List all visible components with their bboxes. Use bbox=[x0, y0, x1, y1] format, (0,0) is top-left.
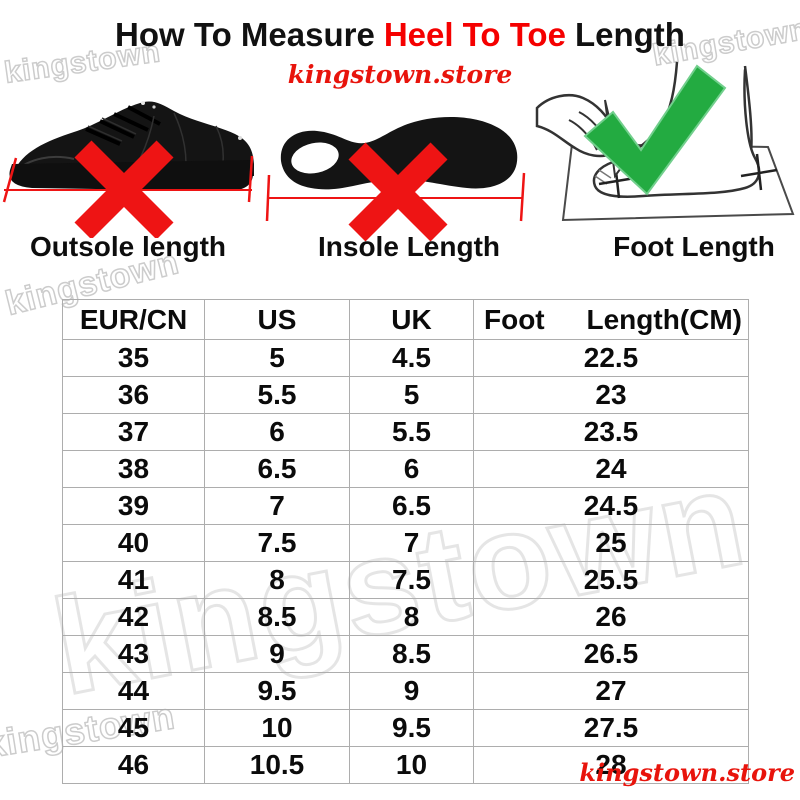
cross-icon bbox=[348, 142, 448, 242]
table-cell: 41 bbox=[62, 561, 205, 599]
table-cell: 8 bbox=[204, 561, 350, 599]
outsole-figure bbox=[2, 86, 260, 238]
brand-store-bottom: kingstown.store bbox=[579, 758, 795, 787]
table-row: 42 8.5 8 26 bbox=[62, 598, 749, 636]
table-cell: 38 bbox=[62, 450, 205, 488]
table-cell: 45 bbox=[62, 709, 205, 747]
table-cell: 5 bbox=[204, 339, 350, 377]
table-cell: 6 bbox=[349, 450, 474, 488]
table-cell: 27 bbox=[473, 672, 749, 710]
table-cell: 46 bbox=[62, 746, 205, 784]
insole-illustration bbox=[265, 116, 526, 242]
table-cell: 26 bbox=[473, 598, 749, 636]
table-cell: 9 bbox=[204, 635, 350, 673]
table-row: 35 5 4.5 22.5 bbox=[62, 339, 749, 377]
table-cell: 7 bbox=[204, 487, 350, 525]
table-cell: 22.5 bbox=[473, 339, 749, 377]
column-header-us: US bbox=[204, 299, 350, 340]
table-cell: 5 bbox=[349, 376, 474, 414]
cross-icon bbox=[74, 140, 174, 238]
table-cell: 25.5 bbox=[473, 561, 749, 599]
table-cell: 6 bbox=[204, 413, 350, 451]
insole-label: Insole Length bbox=[318, 231, 500, 262]
sneaker-illustration bbox=[2, 101, 254, 238]
table-row: 37 6 5.5 23.5 bbox=[62, 413, 749, 451]
table-row: 41 8 7.5 25.5 bbox=[62, 561, 749, 599]
table-cell: 10.5 bbox=[204, 746, 350, 784]
check-icon bbox=[583, 64, 727, 196]
table-cell: 23.5 bbox=[473, 413, 749, 451]
size-conversion-table: EUR/CN US UK Foot Length(CM) 35 5 4.5 22.5 3… bbox=[62, 299, 749, 784]
table-header-row: EUR/CN US UK Foot Length(CM) bbox=[62, 299, 749, 340]
table-cell: 42 bbox=[62, 598, 205, 636]
insole-figure bbox=[265, 95, 530, 245]
column-header-foot-length: Foot Length(CM) bbox=[473, 299, 749, 340]
table-row: 43 9 8.5 26.5 bbox=[62, 635, 749, 673]
table-cell: 10 bbox=[204, 709, 350, 747]
table-cell: 43 bbox=[62, 635, 205, 673]
table-cell: 36 bbox=[62, 376, 205, 414]
table-cell: 9 bbox=[349, 672, 474, 710]
table-cell: 24.5 bbox=[473, 487, 749, 525]
table-cell: 10 bbox=[349, 746, 474, 784]
column-header-uk: UK bbox=[349, 299, 474, 340]
table-cell: 8.5 bbox=[349, 635, 474, 673]
table-cell: 25 bbox=[473, 524, 749, 562]
table-cell: 9.5 bbox=[204, 672, 350, 710]
table-cell: 39 bbox=[62, 487, 205, 525]
table-cell: 28 bbox=[473, 746, 749, 784]
outsole-label: Outsole length bbox=[30, 231, 226, 262]
table-cell: 27.5 bbox=[473, 709, 749, 747]
foot-tracing-illustration bbox=[535, 61, 795, 222]
table-cell: 26.5 bbox=[473, 635, 749, 673]
table-cell: 8 bbox=[349, 598, 474, 636]
table-cell: 40 bbox=[62, 524, 205, 562]
table-cell: 5.5 bbox=[349, 413, 474, 451]
table-cell: 9.5 bbox=[349, 709, 474, 747]
table-cell: 24 bbox=[473, 450, 749, 488]
table-cell: 7.5 bbox=[349, 561, 474, 599]
table-row: 39 7 6.5 24.5 bbox=[62, 487, 749, 525]
size-table-body: 35 5 4.5 22.5 36 5.5 5 23 37 6 5.5 23.5 38 6.5 6 24 39 7 6… bbox=[62, 339, 749, 784]
table-row: 36 5.5 5 23 bbox=[62, 376, 749, 414]
column-header-eur-cn: EUR/CN bbox=[62, 299, 205, 340]
table-cell: 6.5 bbox=[204, 450, 350, 488]
foot-label: Foot Length bbox=[613, 231, 775, 262]
table-cell: 23 bbox=[473, 376, 749, 414]
column-header-length-cm: Length(CM) bbox=[586, 303, 742, 335]
title-highlight: Heel To Toe bbox=[383, 16, 566, 53]
table-row: 44 9.5 9 27 bbox=[62, 672, 749, 710]
foot-measure-figure bbox=[535, 48, 800, 233]
table-cell: 35 bbox=[62, 339, 205, 377]
column-header-foot: Foot bbox=[484, 303, 545, 335]
table-cell: 7.5 bbox=[204, 524, 350, 562]
page-title: How To Measure Heel To Toe Length bbox=[0, 16, 800, 54]
table-cell: 44 bbox=[62, 672, 205, 710]
title-part2: Length bbox=[574, 16, 685, 53]
table-row: 40 7.5 7 25 bbox=[62, 524, 749, 562]
table-cell: 7 bbox=[349, 524, 474, 562]
table-row: 38 6.5 6 24 bbox=[62, 450, 749, 488]
table-cell: 8.5 bbox=[204, 598, 350, 636]
table-row: 45 10 9.5 27.5 bbox=[62, 709, 749, 747]
table-cell: 6.5 bbox=[349, 487, 474, 525]
brand-store-top: kingstown.store bbox=[287, 60, 513, 89]
title-part1: How To Measure bbox=[115, 16, 375, 53]
table-row: 46 10.5 10 28 bbox=[62, 746, 749, 784]
table-cell: 37 bbox=[62, 413, 205, 451]
table-cell: 4.5 bbox=[349, 339, 474, 377]
table-cell: 5.5 bbox=[204, 376, 350, 414]
